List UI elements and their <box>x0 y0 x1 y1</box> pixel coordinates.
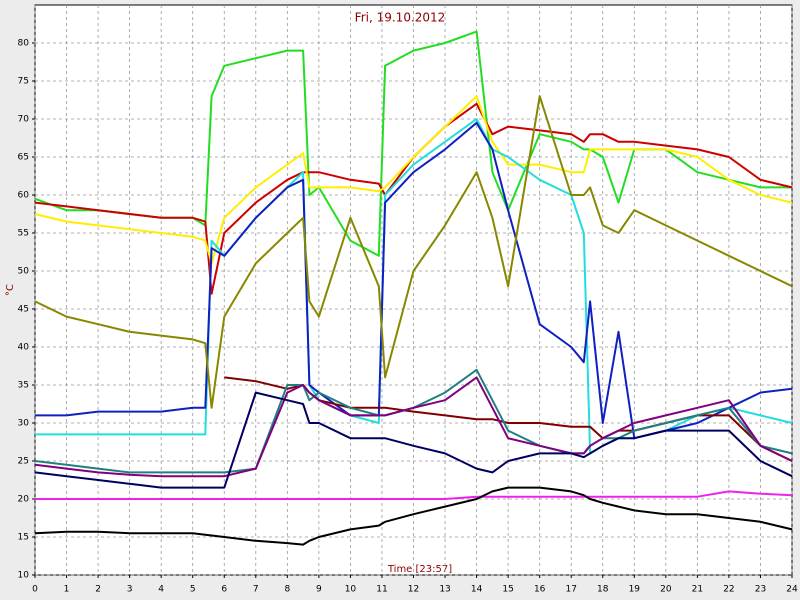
y-tick-label: 20 <box>18 495 30 505</box>
series-line <box>34 102 793 295</box>
x-tick-label: 14 <box>471 585 483 595</box>
x-tick-label: 21 <box>692 585 703 595</box>
series-line <box>34 391 793 489</box>
y-tick-label: 35 <box>18 381 29 391</box>
x-tick-label: 8 <box>284 585 290 595</box>
y-tick-label: 65 <box>18 153 29 163</box>
x-tick-label: 17 <box>565 585 576 595</box>
x-tick-label: 18 <box>597 585 609 595</box>
y-tick-label: 55 <box>18 229 29 239</box>
x-tick-label: 12 <box>408 585 419 595</box>
x-tick-label: 11 <box>376 585 387 595</box>
y-tick-label: 15 <box>18 533 29 543</box>
y-tick-label: 50 <box>18 267 30 277</box>
x-tick-label: 3 <box>127 585 133 595</box>
series-line <box>34 376 793 478</box>
series-line <box>35 121 793 440</box>
x-tick-label: 2 <box>95 585 101 595</box>
x-tick-label: 13 <box>439 585 450 595</box>
chart-title: Fri, 19.10.2012 <box>355 11 446 25</box>
y-tick-label: 70 <box>18 115 30 125</box>
x-tick-label: 5 <box>190 585 196 595</box>
x-tick-label: 6 <box>221 585 227 595</box>
y-tick-label: 80 <box>18 39 30 49</box>
series-line <box>34 30 792 257</box>
x-tick-label: 9 <box>316 585 322 595</box>
y-tick-label: 25 <box>18 457 29 467</box>
x-tick-label: 15 <box>502 585 513 595</box>
y-tick-label: 10 <box>18 571 30 581</box>
x-tick-label: 16 <box>534 585 546 595</box>
x-tick-label: 22 <box>723 585 734 595</box>
y-tick-label: 40 <box>18 343 30 353</box>
x-tick-label: 19 <box>629 585 641 595</box>
x-tick-label: 23 <box>755 585 766 595</box>
x-tick-label: 24 <box>786 585 798 595</box>
series-line <box>34 95 793 409</box>
x-tick-label: 10 <box>345 585 357 595</box>
y-tick-label: 30 <box>18 419 30 429</box>
x-tick-label: 1 <box>64 585 70 595</box>
y-tick-label: 75 <box>18 77 29 87</box>
series-line <box>34 95 793 265</box>
series-line <box>34 486 793 546</box>
x-tick-label: 7 <box>253 585 259 595</box>
x-tick-label: 20 <box>660 585 672 595</box>
x-tick-label: 4 <box>158 585 164 595</box>
series-line <box>35 490 793 500</box>
y-tick-label: 60 <box>18 191 30 201</box>
x-axis-label: Time [23:57] <box>387 564 452 575</box>
y-axis-label: °C <box>5 284 16 296</box>
y-tick-label: 45 <box>18 305 29 315</box>
x-tick-label: 0 <box>32 585 38 595</box>
